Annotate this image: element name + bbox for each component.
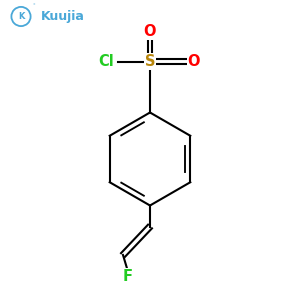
- Text: Cl: Cl: [99, 54, 114, 69]
- Text: O: O: [187, 54, 200, 69]
- Text: Kuujia: Kuujia: [41, 10, 85, 23]
- Text: K: K: [18, 12, 24, 21]
- Text: F: F: [122, 269, 133, 284]
- Text: °: °: [32, 3, 35, 8]
- Text: O: O: [144, 24, 156, 39]
- Text: S: S: [145, 54, 155, 69]
